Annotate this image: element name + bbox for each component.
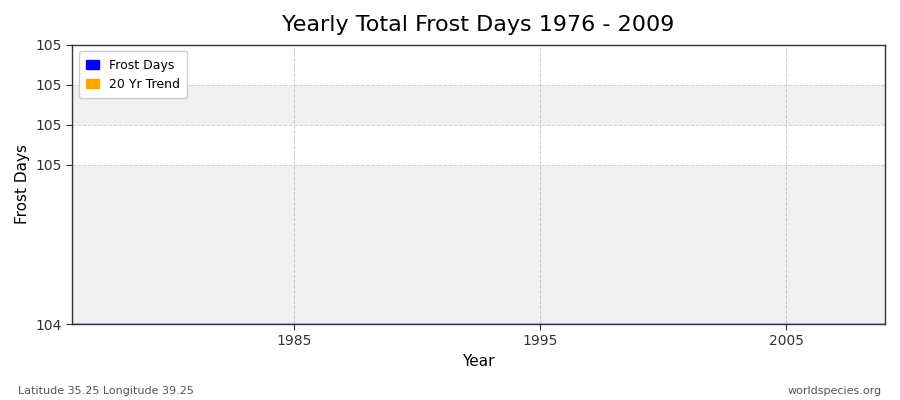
Bar [72, 45, 885, 85]
Title: Yearly Total Frost Days 1976 - 2009: Yearly Total Frost Days 1976 - 2009 [283, 15, 675, 35]
X-axis label: Year: Year [463, 354, 495, 369]
Legend: Frost Days, 20 Yr Trend: Frost Days, 20 Yr Trend [78, 51, 187, 98]
Bar [72, 164, 885, 324]
Text: Latitude 35.25 Longitude 39.25: Latitude 35.25 Longitude 39.25 [18, 386, 194, 396]
Bar [72, 125, 885, 164]
Text: worldspecies.org: worldspecies.org [788, 386, 882, 396]
Y-axis label: Frost Days: Frost Days [15, 144, 30, 224]
Bar [72, 85, 885, 125]
